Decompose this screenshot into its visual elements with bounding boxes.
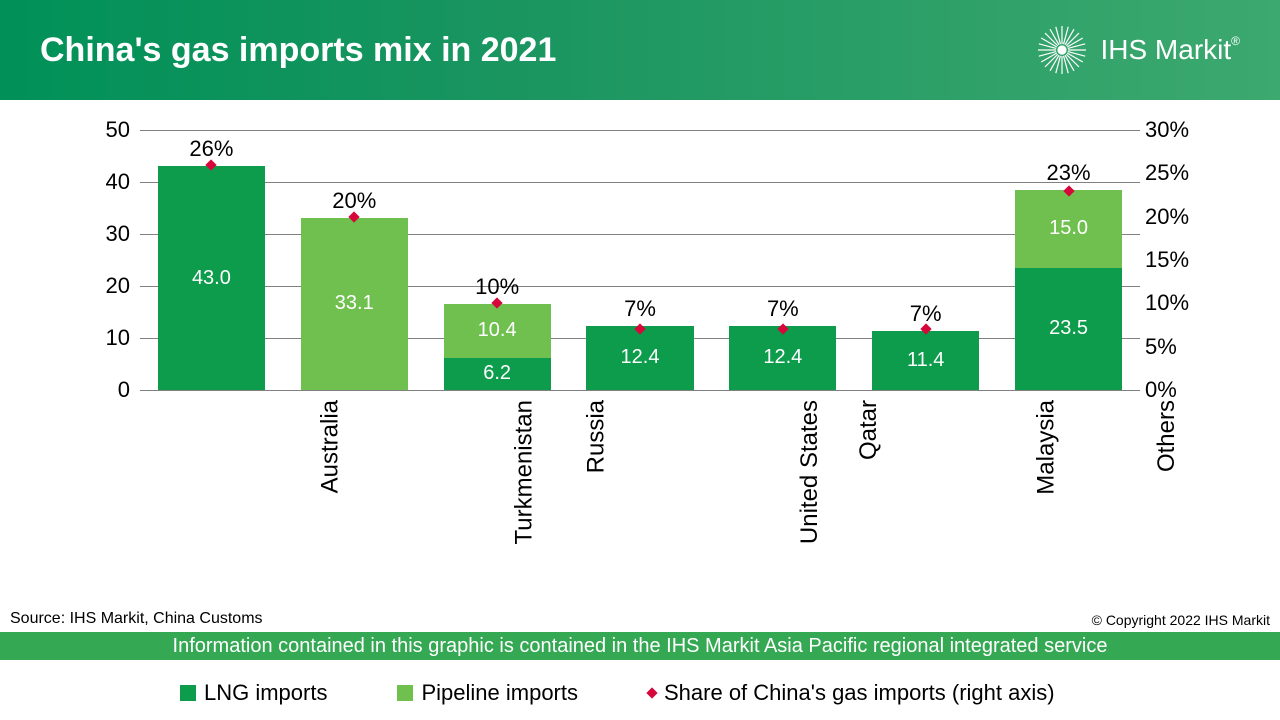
bar-pipeline: 33.1 xyxy=(301,218,408,390)
bar-lng: 12.4 xyxy=(586,326,693,390)
legend-label-lng: LNG imports xyxy=(204,680,327,706)
brand-logo: IHS Markit® xyxy=(1036,24,1240,76)
category-label: Qatar xyxy=(855,400,883,460)
legend-item-lng: LNG imports xyxy=(180,680,327,706)
legend-item-pipeline: Pipeline imports xyxy=(397,680,578,706)
bar-pipeline: 10.4 xyxy=(444,304,551,358)
share-label: 23% xyxy=(1047,160,1091,186)
chart-container: Bcm Percentage 010203040500%5%10%15%20%2… xyxy=(0,100,1280,660)
legend-label-share: Share of China's gas imports (right axis… xyxy=(664,680,1055,706)
category-label: Australia xyxy=(317,400,345,493)
bar-lng: 12.4 xyxy=(729,326,836,390)
header-bar: China's gas imports mix in 2021 IHS Mark… xyxy=(0,0,1280,100)
category-label: Russia xyxy=(583,400,611,473)
legend-swatch-pipeline xyxy=(397,685,413,701)
copyright-text: © Copyright 2022 IHS Markit xyxy=(1092,612,1270,628)
share-label: 26% xyxy=(189,136,233,162)
source-text: Source: IHS Markit, China Customs xyxy=(10,610,263,628)
category-label: Others xyxy=(1153,400,1181,472)
bar-lng: 11.4 xyxy=(872,331,979,390)
legend-swatch-lng xyxy=(180,685,196,701)
plot-area: 010203040500%5%10%15%20%25%30%43.026%Aus… xyxy=(140,130,1140,390)
bar-lng: 43.0 xyxy=(158,166,265,390)
legend-item-share: Share of China's gas imports (right axis… xyxy=(648,680,1055,706)
bar-pipeline: 15.0 xyxy=(1015,190,1122,268)
category-label: Malaysia xyxy=(1032,400,1060,495)
page-title: China's gas imports mix in 2021 xyxy=(40,31,556,70)
share-label: 10% xyxy=(475,274,519,300)
footer-bar: Information contained in this graphic is… xyxy=(0,632,1280,660)
bar-lng: 6.2 xyxy=(444,358,551,390)
share-label: 7% xyxy=(624,296,656,322)
category-label: United States xyxy=(796,400,824,544)
chart-area: 010203040500%5%10%15%20%25%30%43.026%Aus… xyxy=(100,130,1180,390)
share-label: 20% xyxy=(332,188,376,214)
legend-marker-share xyxy=(646,687,657,698)
share-label: 7% xyxy=(767,296,799,322)
legend-label-pipeline: Pipeline imports xyxy=(421,680,578,706)
bar-lng: 23.5 xyxy=(1015,268,1122,390)
brand-text: IHS Markit® xyxy=(1100,34,1240,66)
share-label: 7% xyxy=(910,301,942,327)
legend: LNG imports Pipeline imports Share of Ch… xyxy=(180,680,1055,706)
sunburst-icon xyxy=(1036,24,1088,76)
category-label: Turkmenistan xyxy=(511,400,539,545)
